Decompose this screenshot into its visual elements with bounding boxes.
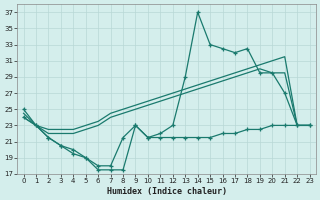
X-axis label: Humidex (Indice chaleur): Humidex (Indice chaleur): [107, 187, 227, 196]
